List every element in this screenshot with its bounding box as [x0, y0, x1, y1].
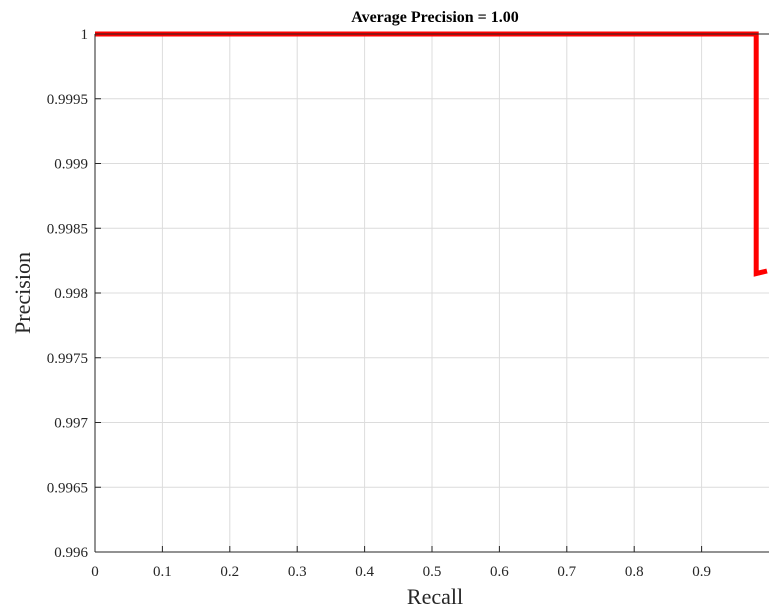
y-tick-labels: 0.996 0.9965 0.997 0.9975 0.998 0.9985 0.999 0.…: [47, 27, 89, 561]
precision-recall-line: [95, 31, 768, 277]
y-tick-label: 0.998: [54, 286, 88, 302]
y-axis-label: Precision: [10, 252, 35, 334]
series-layer: [95, 31, 768, 277]
x-tick-label: 0.3: [288, 564, 307, 580]
y-tick-label: 0.9975: [47, 351, 88, 367]
y-tick-label: 0.9985: [47, 221, 88, 237]
y-tick-label: 0.9965: [47, 480, 88, 496]
x-tick-label: 0.5: [423, 564, 442, 580]
y-tick-label: 1: [81, 27, 89, 43]
chart-title: Average Precision = 1.00: [351, 9, 519, 26]
x-tick-label: 0.7: [557, 564, 576, 580]
y-tick-label: 0.997: [54, 416, 88, 432]
y-tick-label: 0.9995: [47, 92, 88, 108]
y-tick-label: 0.996: [54, 545, 88, 561]
axes: [94, 33, 769, 553]
x-tick-label: 0: [91, 564, 99, 580]
x-tick-label: 0.8: [625, 564, 644, 580]
grid: [95, 34, 769, 552]
x-tick-label: 0.1: [153, 564, 172, 580]
x-tick-label: 0.9: [692, 564, 711, 580]
x-tick-label: 0.2: [220, 564, 239, 580]
x-tick-label: 0.6: [490, 564, 509, 580]
x-tick-label: 0.4: [355, 564, 374, 580]
y-tick-label: 0.999: [54, 157, 88, 173]
x-axis-label: Recall: [407, 584, 463, 609]
x-tick-labels: 0 0.1 0.2 0.3 0.4 0.5 0.6 0.7 0.8 0.9: [91, 564, 711, 580]
